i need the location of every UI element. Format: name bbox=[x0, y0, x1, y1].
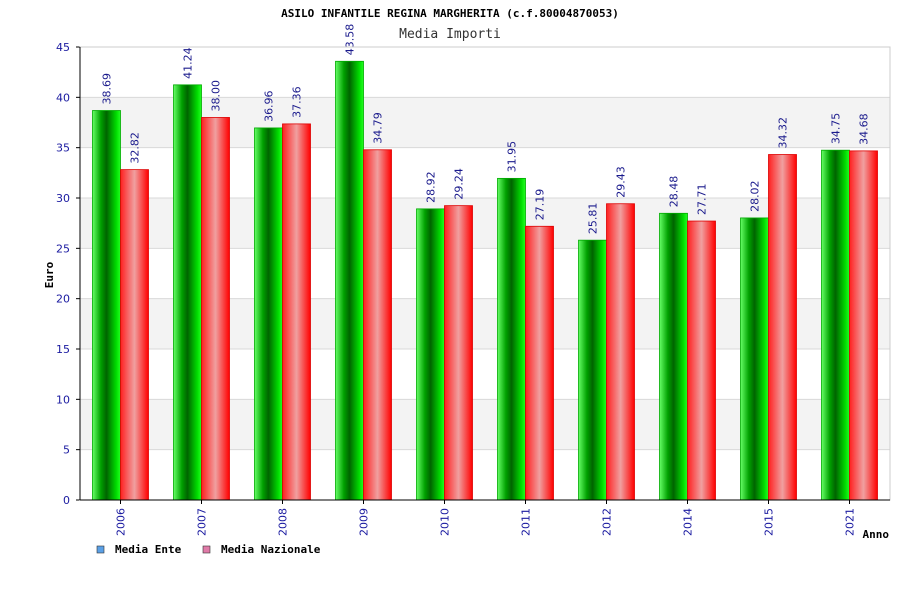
y-tick-label: 45 bbox=[56, 41, 70, 54]
chart-subtitle: Media Importi bbox=[399, 27, 501, 42]
legend: Media Ente Media Nazionale bbox=[96, 543, 321, 556]
data-label: 29.24 bbox=[453, 168, 466, 200]
bar-media-ente-2011 bbox=[497, 177, 526, 501]
y-axis-label: Euro bbox=[43, 261, 56, 288]
data-label: 28.92 bbox=[425, 171, 438, 203]
axes: 0 5 10 15 20 25 30 35 40 45 2006 2007 2008 2009 2010 20… bbox=[56, 41, 891, 536]
x-tick-label: 2012 bbox=[601, 508, 614, 536]
bar-media-ente-2009 bbox=[335, 60, 364, 501]
data-label: 36.96 bbox=[263, 90, 276, 122]
data-label: 34.75 bbox=[830, 113, 843, 145]
data-label: 34.79 bbox=[372, 112, 385, 144]
bar-media-ente-2012 bbox=[578, 239, 607, 501]
bar-media-nazionale-2007 bbox=[201, 117, 230, 501]
data-label: 27.71 bbox=[696, 184, 709, 216]
legend-label-media-ente: Media Ente bbox=[115, 543, 182, 556]
data-label: 38.00 bbox=[210, 80, 223, 112]
y-tick-label: 30 bbox=[56, 192, 70, 205]
x-tick-label: 2008 bbox=[277, 508, 290, 536]
data-label: 34.32 bbox=[777, 117, 790, 149]
data-label: 28.02 bbox=[749, 180, 762, 212]
x-tick-label: 2009 bbox=[358, 508, 371, 536]
bars: 38.69 32.82 41.24 38.00 36.96 37.36 43.58 34.79… bbox=[92, 24, 878, 501]
grid-band bbox=[80, 47, 890, 98]
bar-media-nazionale-2021 bbox=[849, 150, 878, 501]
x-tick-label: 2007 bbox=[196, 508, 209, 536]
bar-media-ente-2015 bbox=[740, 217, 769, 501]
bar-media-nazionale-2006 bbox=[120, 169, 149, 501]
bar-media-nazionale-2010 bbox=[444, 205, 473, 501]
data-label: 32.82 bbox=[129, 132, 142, 164]
data-label: 29.43 bbox=[615, 166, 628, 198]
y-tick-label: 35 bbox=[56, 142, 70, 155]
y-tick-label: 0 bbox=[63, 494, 70, 507]
bar-media-ente-2014 bbox=[659, 212, 688, 501]
data-label: 43.58 bbox=[344, 24, 357, 56]
data-label: 28.48 bbox=[668, 176, 681, 208]
data-label: 38.69 bbox=[101, 73, 114, 105]
data-label: 41.24 bbox=[182, 47, 195, 79]
bar-media-nazionale-2012 bbox=[606, 203, 635, 501]
chart-title: ASILO INFANTILE REGINA MARGHERITA (c.f.8… bbox=[281, 7, 619, 20]
legend-label-media-nazionale: Media Nazionale bbox=[221, 543, 321, 556]
x-tick-label: 2014 bbox=[682, 508, 695, 536]
bar-media-ente-2010 bbox=[416, 208, 445, 501]
bar-media-nazionale-2014 bbox=[687, 220, 716, 501]
x-tick-label: 2010 bbox=[439, 508, 452, 536]
data-label: 25.81 bbox=[587, 203, 600, 235]
bar-media-nazionale-2015 bbox=[768, 154, 797, 501]
bar-media-ente-2021 bbox=[821, 149, 850, 501]
bar-media-nazionale-2011 bbox=[525, 225, 554, 501]
bar-media-nazionale-2009 bbox=[363, 149, 392, 501]
data-label: 27.19 bbox=[534, 189, 547, 221]
y-tick-label: 40 bbox=[56, 91, 70, 104]
y-tick-label: 10 bbox=[56, 393, 70, 406]
x-tick-label: 2015 bbox=[763, 508, 776, 536]
data-label: 31.95 bbox=[506, 141, 519, 173]
y-tick-label: 15 bbox=[56, 343, 70, 356]
bar-media-ente-2006 bbox=[92, 110, 121, 501]
data-label: 37.36 bbox=[291, 86, 304, 118]
bar-media-ente-2008 bbox=[254, 127, 283, 501]
bar-media-ente-2007 bbox=[173, 84, 202, 501]
bar-media-nazionale-2008 bbox=[282, 123, 311, 501]
x-tick-label: 2011 bbox=[520, 508, 533, 536]
y-tick-label: 20 bbox=[56, 293, 70, 306]
legend-swatch-media-nazionale bbox=[202, 545, 211, 554]
y-tick-label: 5 bbox=[63, 444, 70, 457]
x-axis-label: Anno bbox=[863, 528, 890, 541]
y-tick-label: 25 bbox=[56, 242, 70, 255]
data-label: 34.68 bbox=[858, 113, 871, 145]
x-tick-label: 2021 bbox=[844, 508, 857, 536]
x-tick-label: 2006 bbox=[115, 508, 128, 536]
legend-swatch-media-ente bbox=[96, 545, 105, 554]
